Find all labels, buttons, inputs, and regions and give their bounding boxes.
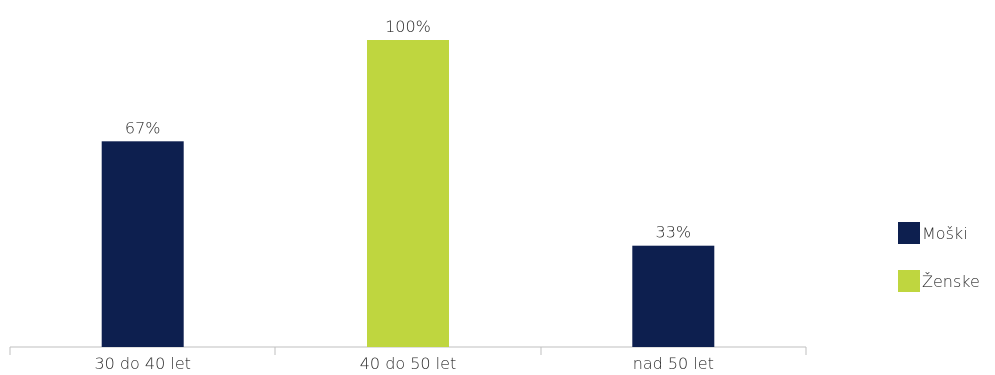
bars (102, 40, 715, 347)
x-tick-label-3: nad 50 let (633, 354, 714, 371)
legend-item-moski: Moški (898, 222, 980, 244)
data-label-3: 33% (656, 223, 692, 242)
legend-item-zenske: Ženske (898, 270, 980, 292)
bar-1 (102, 141, 184, 347)
bar-2 (367, 40, 449, 347)
data-label-1: 67% (125, 118, 161, 137)
data-label-2: 100% (385, 17, 431, 36)
legend-label-moski: Moški (922, 224, 968, 243)
legend: Moški Ženske (898, 222, 980, 318)
legend-swatch-moski (898, 222, 920, 244)
x-tick-label-2: 40 do 50 let (360, 354, 456, 371)
x-tick-labels: 30 do 40 let 40 do 50 let nad 50 let (94, 354, 713, 371)
legend-label-zenske: Ženske (922, 272, 980, 291)
x-tick-label-1: 30 do 40 let (94, 354, 190, 371)
legend-swatch-zenske (898, 270, 920, 292)
bar-3 (632, 246, 714, 347)
